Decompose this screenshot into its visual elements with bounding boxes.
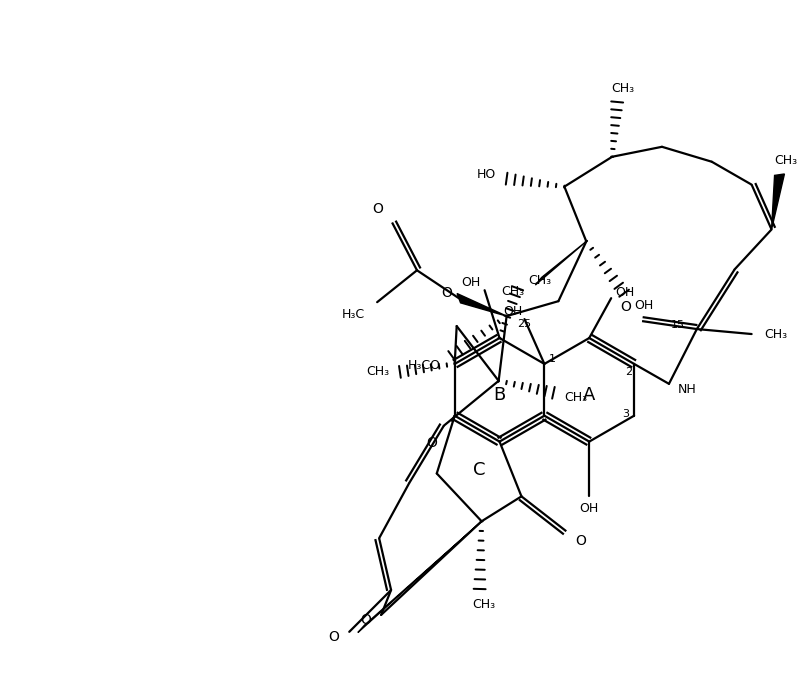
Text: CH₃: CH₃ [774,154,797,167]
Polygon shape [358,521,481,632]
Text: O: O [373,201,383,216]
Text: OH: OH [579,502,599,515]
Text: A: A [583,386,595,403]
Text: 15: 15 [671,320,685,330]
Text: CH₃: CH₃ [564,391,587,404]
Polygon shape [772,174,785,229]
Text: 2: 2 [625,367,633,377]
Text: HO: HO [477,169,497,182]
Text: H₃C: H₃C [341,308,365,321]
Text: H₃CO: H₃CO [408,360,440,373]
Text: O: O [328,630,339,644]
Text: 1: 1 [549,354,556,364]
Polygon shape [536,241,587,285]
Text: O: O [426,436,437,449]
Text: O: O [442,286,452,300]
Text: 3: 3 [623,409,629,419]
Text: CH₃: CH₃ [527,274,551,287]
Text: OH: OH [634,299,654,312]
Text: O: O [574,534,586,548]
Text: CH₃: CH₃ [501,285,524,298]
Text: O: O [360,613,371,627]
Text: C: C [472,461,485,479]
Text: NH: NH [677,384,697,397]
Text: O: O [621,300,632,314]
Polygon shape [457,293,506,316]
Text: CH₃: CH₃ [612,82,635,95]
Text: 25: 25 [518,319,532,329]
Text: CH₃: CH₃ [472,599,495,612]
Text: OH: OH [461,276,481,289]
Text: CH₃: CH₃ [366,365,390,378]
Text: CH₃: CH₃ [764,327,787,340]
Text: B: B [493,386,506,403]
Text: OH: OH [616,286,635,299]
Text: OH: OH [503,305,522,318]
